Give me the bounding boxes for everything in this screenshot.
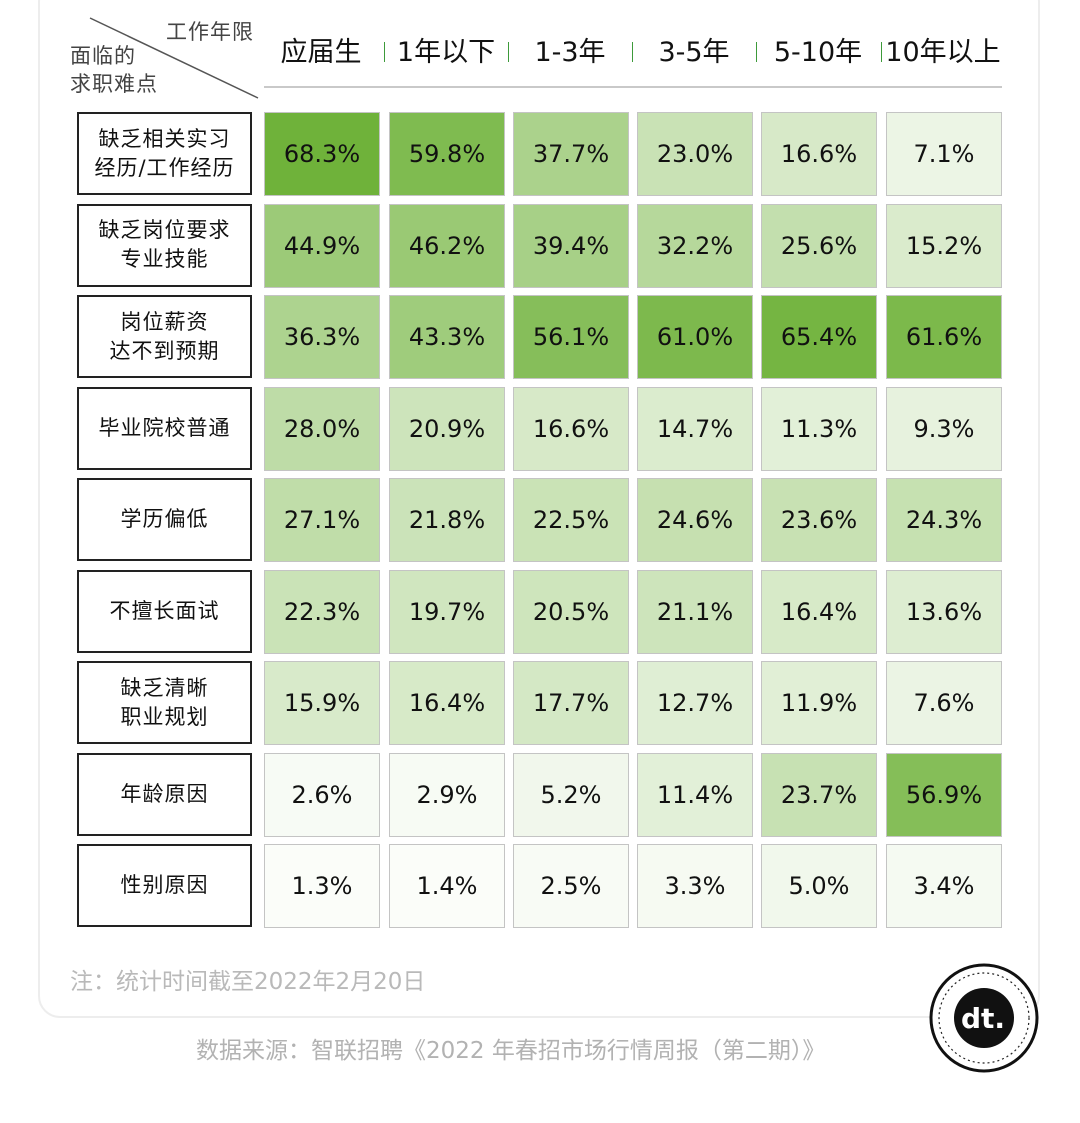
heatmap-cell: 44.9% — [264, 203, 380, 288]
heatmap-cell: 27.1% — [264, 478, 380, 562]
heatmap-cell: 23.6% — [761, 478, 877, 562]
heatmap-cell: 25.6% — [761, 203, 877, 288]
row-label: 缺乏岗位要求 专业技能 — [77, 203, 252, 287]
row-label: 学历偏低 — [77, 478, 252, 561]
column-header: 3-5年 — [658, 37, 730, 68]
heatmap-cell: 7.6% — [886, 661, 1002, 745]
heatmap-cell: 46.2% — [389, 203, 505, 288]
heatmap-cell: 56.1% — [513, 295, 629, 379]
column-separator — [632, 42, 633, 62]
heatmap-cell: 16.6% — [513, 386, 629, 471]
heatmap-cell: 11.4% — [637, 752, 753, 837]
heatmap-cell: 7.1% — [886, 112, 1002, 196]
heatmap-cell: 36.3% — [264, 295, 380, 379]
column-header: 应届生 — [280, 37, 362, 68]
heatmap-cell: 15.9% — [264, 661, 380, 745]
heatmap-cell: 14.7% — [637, 386, 753, 471]
heatmap-cell: 23.0% — [637, 112, 753, 196]
heatmap-cell: 59.8% — [389, 112, 505, 196]
heatmap-cell: 11.3% — [761, 386, 877, 471]
heatmap-cell: 16.4% — [389, 661, 505, 745]
heatmap-cell: 28.0% — [264, 386, 380, 471]
heatmap-cell: 9.3% — [886, 386, 1002, 471]
heatmap-cell: 15.2% — [886, 203, 1002, 288]
row-label: 不擅长面试 — [77, 569, 252, 653]
heatmap-cell: 12.7% — [637, 661, 753, 745]
heatmap-cell: 3.3% — [637, 844, 753, 928]
heatmap-cell: 61.0% — [637, 295, 753, 379]
heatmap-cell: 16.4% — [761, 569, 877, 654]
heatmap-cell: 20.9% — [389, 386, 505, 471]
row-label: 缺乏清晰 职业规划 — [77, 661, 252, 744]
heatmap-cell: 21.8% — [389, 478, 505, 562]
heatmap-cell: 1.4% — [389, 844, 505, 928]
column-separator — [881, 42, 882, 62]
data-source: 数据来源：智联招聘《2022 年春招市场行情周报（第二期）》 — [196, 1038, 826, 1064]
logo-text: dt. — [961, 1002, 1005, 1035]
heatmap-cell: 20.5% — [513, 569, 629, 654]
heatmap-cell: 32.2% — [637, 203, 753, 288]
dt-logo-icon: dt. — [928, 962, 1040, 1074]
heatmap-cell: 23.7% — [761, 752, 877, 837]
heatmap-cell: 39.4% — [513, 203, 629, 288]
row-label: 岗位薪资 达不到预期 — [77, 295, 252, 378]
heatmap-cell: 2.6% — [264, 752, 380, 837]
column-header: 1年以下 — [396, 37, 496, 68]
heatmap-cell: 43.3% — [389, 295, 505, 379]
heatmap-cell: 21.1% — [637, 569, 753, 654]
row-label: 毕业院校普通 — [77, 386, 252, 470]
chart-frame — [38, 0, 1040, 1018]
heatmap-cell: 22.5% — [513, 478, 629, 562]
heatmap-cell: 37.7% — [513, 112, 629, 196]
column-header: 5-10年 — [773, 37, 863, 68]
column-dimension-label: 工作年限 — [166, 20, 254, 44]
heatmap-cell: 61.6% — [886, 295, 1002, 379]
header-underline — [264, 86, 1002, 88]
row-label: 缺乏相关实习 经历/工作经历 — [77, 112, 252, 195]
heatmap-cell: 5.0% — [761, 844, 877, 928]
column-header: 10年以上 — [885, 37, 1001, 68]
heatmap-cell: 2.5% — [513, 844, 629, 928]
column-separator — [756, 42, 757, 62]
heatmap-cell: 16.6% — [761, 112, 877, 196]
footnote: 注：统计时间截至2022年2月20日 — [70, 969, 426, 995]
heatmap-cell: 56.9% — [886, 752, 1002, 837]
heatmap-cell: 68.3% — [264, 112, 380, 196]
heatmap-cell: 3.4% — [886, 844, 1002, 928]
heatmap-cell: 13.6% — [886, 569, 1002, 654]
heatmap-cell: 2.9% — [389, 752, 505, 837]
heatmap-cell: 5.2% — [513, 752, 629, 837]
column-separator — [384, 42, 385, 62]
column-separator — [508, 42, 509, 62]
row-label: 性别原因 — [77, 844, 252, 927]
heatmap-cell: 24.6% — [637, 478, 753, 562]
row-dimension-label: 面临的 求职难点 — [70, 44, 158, 96]
column-header: 1-3年 — [534, 37, 606, 68]
heatmap-cell: 22.3% — [264, 569, 380, 654]
table-corner-header: 工作年限 面临的 求职难点 — [62, 12, 260, 100]
heatmap-cell: 11.9% — [761, 661, 877, 745]
heatmap-cell: 65.4% — [761, 295, 877, 379]
diagonal-divider — [89, 17, 259, 99]
heatmap-cell: 1.3% — [264, 844, 380, 928]
heatmap-cell: 24.3% — [886, 478, 1002, 562]
heatmap-cell: 17.7% — [513, 661, 629, 745]
heatmap-cell: 19.7% — [389, 569, 505, 654]
row-label: 年龄原因 — [77, 752, 252, 836]
